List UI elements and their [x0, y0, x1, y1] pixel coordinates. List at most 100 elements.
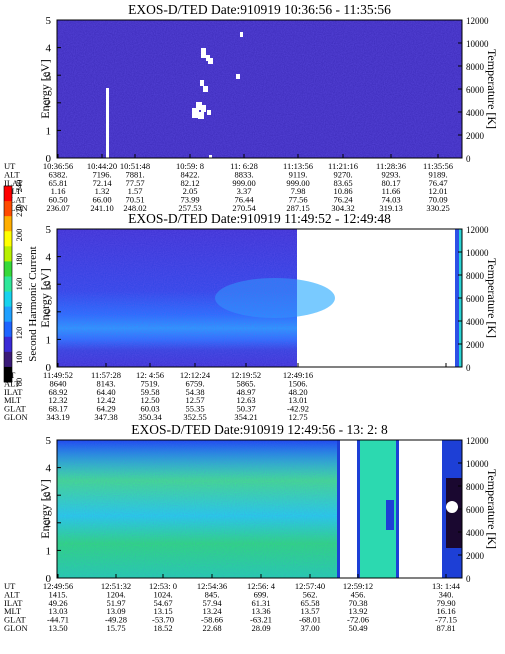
ephemeris-row-label: GLAT [4, 404, 27, 414]
ephemeris-value: 76.44 [234, 195, 254, 205]
ephemeris-value: 11: 6:28 [230, 161, 258, 171]
ephemeris-value: 65.58 [300, 598, 319, 608]
energy-tick-label: 2 [46, 307, 52, 319]
ephemeris-value: 8143. [96, 378, 115, 388]
panel-2-energy-label: Energy [eV] [38, 268, 52, 327]
ephemeris-value: 60.50 [48, 195, 67, 205]
panel-2-ephemeris: UTALTILATMLTGLATGLON11:49:52864068.9212.… [4, 370, 313, 422]
ephemeris-value: 12:51:32 [101, 581, 131, 591]
data-gap [209, 155, 212, 158]
panel-1-temperature-axis: 0 2000 4000 6000 8000 10000 12000 Temperature [… [458, 16, 499, 164]
ephemeris-value: 7196. [92, 169, 111, 179]
ephemeris-value: 845. [205, 589, 220, 599]
ephemeris-value: 22.68 [202, 623, 221, 633]
panel-3-energy-label: Energy [eV] [38, 479, 52, 538]
ephemeris-value: 10:59: 8 [176, 161, 204, 171]
ephemeris-value: -77.15 [435, 615, 457, 625]
ephemeris-row-label: GLON [4, 623, 28, 633]
ephemeris-value: 77.57 [125, 178, 144, 188]
ephemeris-value: 1.57 [128, 186, 143, 196]
ephemeris-value: 11:49:52 [43, 370, 73, 380]
colorbar-segment [4, 201, 12, 217]
ephemeris-value: 9189. [428, 169, 447, 179]
ephemeris-row-label: UT [4, 581, 16, 591]
ephemeris-value: 54.38 [185, 387, 204, 397]
ephemeris-value: 73.99 [180, 195, 199, 205]
panel-3-energy-axis: 0 1 2 3 4 5 Energy [eV] [38, 435, 61, 585]
panel-1-ephemeris: UTALTILATMLTGLATGLON10:36:566382.65.811.… [4, 161, 453, 213]
ephemeris-value: 15.75 [106, 623, 125, 633]
ephemeris-value: 65.81 [48, 178, 67, 188]
ephemeris-value: 83.65 [333, 178, 352, 188]
ephemeris-value: 74.03 [381, 195, 400, 205]
ephemeris-value: 10:36:56 [43, 161, 73, 171]
ephemeris-value: -49.28 [105, 615, 127, 625]
energy-tick-label: 3 [46, 70, 52, 82]
ephemeris-value: 1.32 [95, 186, 110, 196]
ephemeris-value: 350.34 [138, 412, 162, 422]
ephemeris-value: 79.90 [436, 598, 455, 608]
ephemeris-value: 51.97 [106, 598, 125, 608]
ephemeris-value: 68.92 [48, 387, 67, 397]
panel-2-title: EXOS-D/TED Date:910919 11:49:52 - 12:49:… [128, 211, 391, 226]
data-gap [196, 102, 202, 110]
ephemeris-value: 70.38 [348, 598, 367, 608]
ephemeris-value: 12.01 [428, 186, 447, 196]
data-gap [240, 32, 243, 37]
ephemeris-value: 354.21 [234, 412, 257, 422]
ephemeris-row-label: ILAT [4, 178, 23, 188]
ephemeris-value: 12:57:40 [295, 581, 325, 591]
data-gap [198, 112, 204, 119]
spectrogram-band-edge [357, 440, 360, 578]
ephemeris-value: 72.14 [92, 178, 112, 188]
colorbar-segment [4, 276, 12, 293]
ephemeris-value: 9119. [289, 169, 308, 179]
panel-2-energy-axis: 0 1 2 3 4 5 Energy [eV] [38, 224, 61, 374]
ephemeris-value: 12.50 [140, 395, 159, 405]
ephemeris-value: 999.00 [286, 178, 309, 188]
ephemeris-value: 13.03 [48, 606, 67, 616]
ephemeris-value: 10:44:20 [87, 161, 117, 171]
temperature-tick-label: 12000 [466, 16, 489, 26]
ephemeris-value: -68.01 [299, 615, 321, 625]
ephemeris-value: 6759. [185, 378, 204, 388]
spectrogram-dark-region [446, 478, 462, 548]
ephemeris-value: 82.12 [180, 178, 199, 188]
ephemeris-value: -63.21 [250, 615, 272, 625]
ephemeris-value: 64.29 [96, 404, 115, 414]
ephemeris-value: 330.25 [426, 203, 449, 213]
ephemeris-value: 1506. [288, 378, 307, 388]
ephemeris-value: 12.63 [236, 395, 255, 405]
ephemeris-value: 12.75 [288, 412, 307, 422]
energy-tick-label: 1 [46, 125, 52, 137]
ephemeris-value: 287.15 [286, 203, 309, 213]
ephemeris-value: 70.51 [125, 195, 144, 205]
ephemeris-row-label: MLT [4, 395, 22, 405]
spectrogram-speckle [57, 20, 462, 158]
data-gap [207, 110, 211, 115]
data-gap [236, 74, 240, 79]
panel-2-spectrogram [57, 229, 462, 367]
ephemeris-value: 6382. [48, 169, 67, 179]
colorbar-segment [4, 261, 12, 277]
energy-tick-label: 5 [46, 15, 52, 27]
spectrogram-edge [337, 440, 340, 578]
colorbar-segment [4, 336, 12, 353]
ephemeris-value: 87.81 [436, 623, 455, 633]
energy-tick-label: 4 [46, 43, 52, 55]
energy-tick-label: 0 [46, 573, 52, 585]
colorbar-segment [4, 216, 12, 232]
temperature-tick-label: 0 [466, 154, 471, 164]
energy-tick-label: 4 [46, 463, 52, 475]
ephemeris-value: 11:13:56 [283, 161, 313, 171]
spectrogram-feature [386, 500, 394, 530]
ephemeris-value: 2.05 [183, 186, 198, 196]
ephemeris-value: 60.03 [140, 404, 159, 414]
ephemeris-value: 61.31 [251, 598, 270, 608]
panel-1-spectrogram [57, 20, 462, 158]
ephemeris-value: 12:53: 0 [149, 581, 177, 591]
colorbar-tick-label: 220 [14, 204, 24, 217]
ephemeris-value: 13.24 [202, 606, 222, 616]
ephemeris-row-label: GLON [4, 203, 28, 213]
